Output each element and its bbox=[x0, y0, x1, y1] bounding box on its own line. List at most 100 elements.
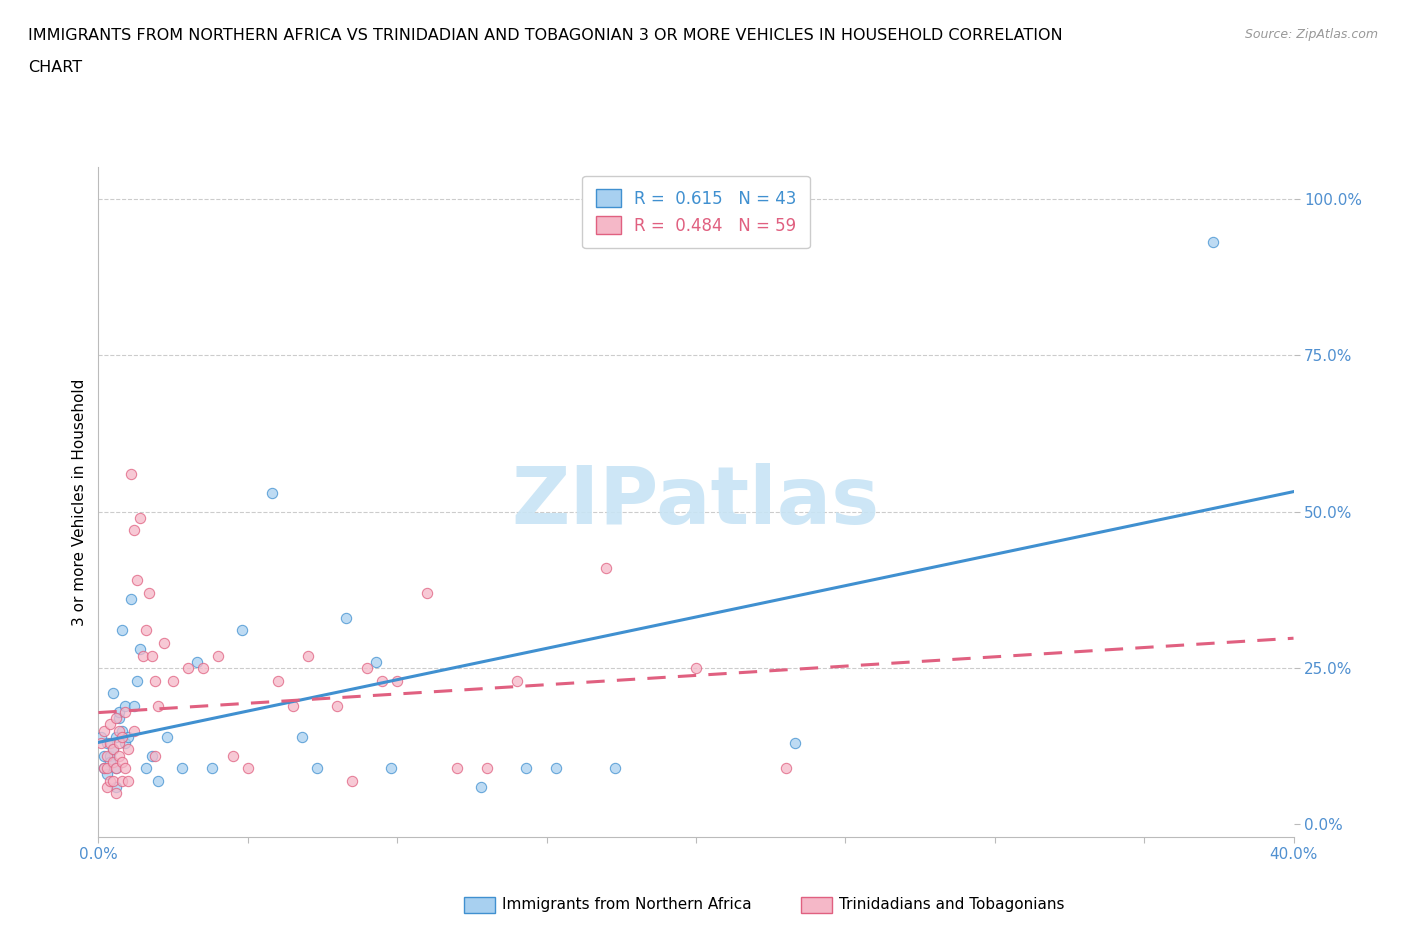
Point bbox=[222, 749, 245, 764]
Point bbox=[93, 749, 115, 764]
Point bbox=[98, 773, 122, 788]
Point bbox=[685, 660, 707, 675]
Point bbox=[114, 761, 136, 776]
Point bbox=[191, 660, 214, 675]
Point bbox=[141, 749, 163, 764]
Point bbox=[129, 511, 152, 525]
Point bbox=[783, 736, 806, 751]
Point bbox=[366, 655, 388, 670]
Text: Trinidadians and Tobagonians: Trinidadians and Tobagonians bbox=[839, 897, 1064, 912]
Point bbox=[117, 729, 139, 744]
Point bbox=[93, 761, 115, 776]
Legend: R =  0.615   N = 43, R =  0.484   N = 59: R = 0.615 N = 43, R = 0.484 N = 59 bbox=[582, 176, 810, 248]
Point bbox=[114, 736, 136, 751]
Point bbox=[111, 724, 134, 738]
Text: ZIPatlas: ZIPatlas bbox=[512, 463, 880, 541]
Point bbox=[111, 623, 134, 638]
Point bbox=[138, 586, 160, 601]
Point bbox=[105, 729, 128, 744]
Point bbox=[605, 761, 627, 776]
Point bbox=[108, 724, 131, 738]
Point bbox=[201, 761, 224, 776]
Point bbox=[129, 642, 152, 657]
Point bbox=[143, 673, 166, 688]
Point bbox=[506, 673, 529, 688]
Point bbox=[231, 623, 253, 638]
Point bbox=[356, 660, 378, 675]
Point bbox=[105, 761, 128, 776]
Point bbox=[207, 648, 229, 663]
Text: CHART: CHART bbox=[28, 60, 82, 75]
Point bbox=[124, 724, 146, 738]
Point bbox=[124, 523, 146, 538]
Point bbox=[98, 754, 122, 769]
Point bbox=[105, 786, 128, 801]
Text: Source: ZipAtlas.com: Source: ZipAtlas.com bbox=[1244, 28, 1378, 41]
Point bbox=[111, 773, 134, 788]
Point bbox=[124, 698, 146, 713]
Point bbox=[96, 736, 118, 751]
Point bbox=[380, 761, 402, 776]
Point bbox=[114, 704, 136, 719]
Point bbox=[96, 749, 118, 764]
Point bbox=[290, 729, 312, 744]
Point bbox=[96, 779, 118, 794]
Point bbox=[111, 729, 134, 744]
Point bbox=[342, 773, 364, 788]
Point bbox=[105, 779, 128, 794]
Text: IMMIGRANTS FROM NORTHERN AFRICA VS TRINIDADIAN AND TOBAGONIAN 3 OR MORE VEHICLES: IMMIGRANTS FROM NORTHERN AFRICA VS TRINI… bbox=[28, 28, 1063, 43]
Point bbox=[515, 761, 537, 776]
Point bbox=[371, 673, 394, 688]
Point bbox=[105, 711, 128, 725]
Point bbox=[326, 698, 349, 713]
Point bbox=[595, 561, 617, 576]
Point bbox=[132, 648, 155, 663]
Point bbox=[96, 761, 118, 776]
Point bbox=[305, 761, 328, 776]
Point bbox=[135, 623, 157, 638]
Point bbox=[96, 767, 118, 782]
Point bbox=[267, 673, 290, 688]
Point bbox=[103, 685, 125, 700]
Point bbox=[108, 711, 131, 725]
Point bbox=[186, 655, 208, 670]
Point bbox=[90, 729, 112, 744]
Point bbox=[148, 773, 170, 788]
Point bbox=[236, 761, 259, 776]
Point bbox=[281, 698, 304, 713]
Point bbox=[108, 749, 131, 764]
Point bbox=[141, 648, 163, 663]
Point bbox=[135, 761, 157, 776]
Point bbox=[1202, 235, 1225, 250]
Point bbox=[260, 485, 283, 500]
Point bbox=[98, 736, 122, 751]
Point bbox=[103, 742, 125, 757]
Point bbox=[103, 773, 125, 788]
Point bbox=[127, 673, 149, 688]
Point bbox=[177, 660, 200, 675]
Point bbox=[98, 717, 122, 732]
Point bbox=[103, 742, 125, 757]
Point bbox=[120, 467, 142, 482]
Point bbox=[297, 648, 319, 663]
Point bbox=[117, 773, 139, 788]
Point bbox=[153, 635, 176, 650]
Point bbox=[335, 610, 357, 625]
Point bbox=[108, 736, 131, 751]
Point bbox=[385, 673, 409, 688]
Point bbox=[148, 698, 170, 713]
Point bbox=[172, 761, 194, 776]
Point bbox=[93, 724, 115, 738]
Point bbox=[103, 754, 125, 769]
Point bbox=[108, 704, 131, 719]
Point bbox=[544, 761, 567, 776]
Point bbox=[127, 573, 149, 588]
Point bbox=[470, 779, 492, 794]
Point bbox=[446, 761, 468, 776]
Y-axis label: 3 or more Vehicles in Household: 3 or more Vehicles in Household bbox=[72, 379, 87, 626]
Point bbox=[93, 761, 115, 776]
Point bbox=[775, 761, 797, 776]
Point bbox=[117, 742, 139, 757]
Text: Immigrants from Northern Africa: Immigrants from Northern Africa bbox=[502, 897, 752, 912]
Point bbox=[114, 698, 136, 713]
